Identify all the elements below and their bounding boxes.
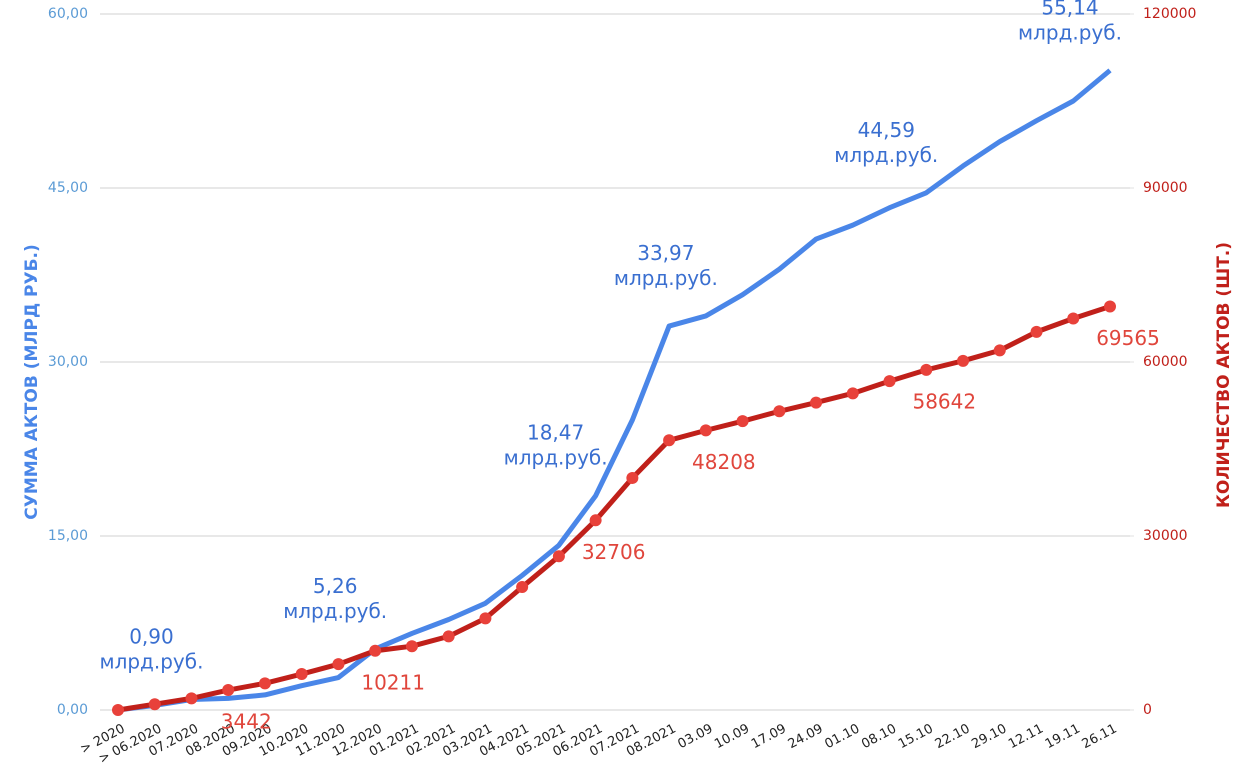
series-point xyxy=(516,581,529,594)
y-tick-label: 30,00 xyxy=(48,354,88,370)
series-point xyxy=(405,640,418,653)
x-tick-label: 12.11 xyxy=(1006,721,1046,752)
y2-tick-label: 60000 xyxy=(1143,354,1188,370)
y2-tick-label: 120000 xyxy=(1143,6,1196,22)
x-tick-label: 17.09 xyxy=(749,721,789,752)
series-point xyxy=(736,415,749,428)
series-point xyxy=(332,658,345,671)
y-tick-label: 15,00 xyxy=(48,528,88,544)
series-point xyxy=(589,514,602,527)
series-point xyxy=(552,550,565,563)
x-tick-label: 03.09 xyxy=(675,721,715,752)
x-tick-label: 08.10 xyxy=(859,721,899,752)
value-label: 10211 xyxy=(361,670,425,694)
x-tick-label: 26.11 xyxy=(1080,721,1120,752)
series-point xyxy=(148,698,161,711)
series-point xyxy=(222,684,235,697)
series-line xyxy=(117,304,1111,713)
value-label: 32706 xyxy=(582,540,646,564)
series-point xyxy=(699,424,712,437)
x-tick-label: 01.10 xyxy=(822,721,862,752)
value-label: 44,59 млрд.руб. xyxy=(834,117,938,166)
value-label: 58642 xyxy=(912,389,976,413)
value-label: 18,47 млрд.руб. xyxy=(504,420,608,469)
value-label: 55,14 млрд.руб. xyxy=(1018,0,1122,44)
series-point xyxy=(1067,312,1080,325)
series-point xyxy=(1104,300,1116,313)
series-point xyxy=(920,363,933,376)
series-point xyxy=(442,630,455,643)
series-point xyxy=(112,704,124,716)
series-line xyxy=(117,68,1112,713)
x-tick-label: 29.10 xyxy=(969,721,1009,752)
series-point xyxy=(993,344,1006,357)
series-point xyxy=(957,354,970,367)
value-label: 0,90 млрд.руб. xyxy=(99,624,203,673)
x-tick-label: 15.10 xyxy=(896,721,936,752)
value-label: 5,26 млрд.руб. xyxy=(283,573,387,622)
value-label: 69565 xyxy=(1096,326,1160,350)
series-point xyxy=(773,405,786,418)
y2-tick-label: 30000 xyxy=(1143,528,1188,544)
x-tick-label: 24.09 xyxy=(786,721,826,752)
series-point xyxy=(369,644,382,657)
x-tick-label: 19.11 xyxy=(1043,721,1083,752)
value-label: 48208 xyxy=(692,450,756,474)
series-point xyxy=(846,387,859,400)
series-point xyxy=(479,612,492,625)
series-point xyxy=(626,472,639,484)
series-point xyxy=(883,375,896,388)
series-point xyxy=(185,692,198,705)
series-point xyxy=(810,396,823,409)
y-axis-title: СУММА АКТОВ (МЛРД РУБ.) xyxy=(22,244,42,520)
y2-axis-title: КОЛИЧЕСТВО АКТОВ (ШТ.) xyxy=(1214,242,1234,508)
series-point xyxy=(663,434,676,447)
series-point xyxy=(1030,325,1043,338)
series-point xyxy=(258,677,271,690)
y-tick-label: 60,00 xyxy=(48,6,88,22)
y2-tick-label: 0 xyxy=(1143,702,1152,718)
series-point xyxy=(295,668,308,681)
y-tick-label: 45,00 xyxy=(48,180,88,196)
y2-tick-label: 90000 xyxy=(1143,180,1188,196)
value-label: 3442 xyxy=(221,710,272,734)
y-tick-label: 0,00 xyxy=(57,702,88,718)
x-tick-label: 22.10 xyxy=(933,721,973,752)
x-tick-label: 10.09 xyxy=(712,721,752,752)
value-label: 33,97 млрд.руб. xyxy=(614,240,718,289)
